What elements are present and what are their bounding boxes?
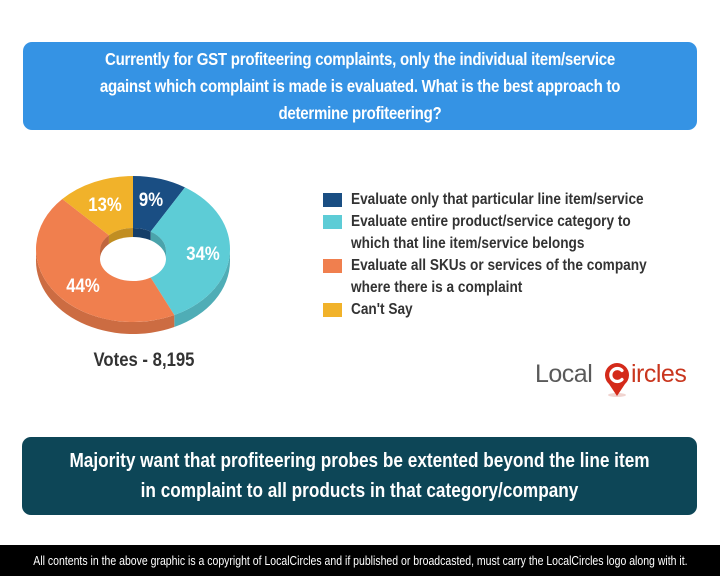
logo-text-local: Local xyxy=(535,360,593,388)
localcircles-logo: Local ircles xyxy=(535,358,695,398)
slice-side xyxy=(36,249,175,334)
copyright-footer: All contents in the above graphic is a c… xyxy=(0,545,720,576)
summary-text: Majority want that profiteering probes b… xyxy=(69,450,650,502)
slice-label: 13% xyxy=(88,194,122,215)
legend-item: Can't Say xyxy=(323,299,703,321)
legend-label: Evaluate all SKUs or services of the com… xyxy=(351,257,647,296)
votes-count: Votes - 8,195 xyxy=(93,350,195,371)
chart-legend: Evaluate only that particular line item/… xyxy=(323,189,703,321)
pie-slice xyxy=(133,176,185,232)
legend-label: Evaluate only that particular line item/… xyxy=(351,191,644,208)
location-pin-icon xyxy=(605,363,629,397)
legend-swatch-icon xyxy=(323,303,342,317)
legend-item: Evaluate only that particular line item/… xyxy=(323,189,703,211)
legend-label: Evaluate entire product/service category… xyxy=(351,213,631,252)
pie-slices xyxy=(36,176,230,334)
legend-label: Can't Say xyxy=(351,301,413,318)
pie-slice xyxy=(62,176,134,236)
pie-slice xyxy=(147,187,230,316)
legend-swatch-icon xyxy=(323,193,342,207)
slice-label: 44% xyxy=(66,275,100,296)
question-banner: Currently for GST profiteering complaint… xyxy=(23,42,697,130)
legend-swatch-icon xyxy=(323,215,342,229)
pie-labels: 9% 34% 44% 13% xyxy=(66,189,220,296)
logo-text-ircles: ircles xyxy=(631,360,687,388)
question-text: Currently for GST profiteering complaint… xyxy=(99,48,621,123)
legend-swatch-icon xyxy=(323,259,342,273)
slice-side xyxy=(174,249,230,328)
donut-hole xyxy=(100,237,166,281)
slice-label: 34% xyxy=(186,243,220,264)
slice-label: 9% xyxy=(139,189,163,210)
pie-slice xyxy=(36,199,175,322)
copyright-text: All contents in the above graphic is a c… xyxy=(32,553,688,568)
summary-banner: Majority want that profiteering probes b… xyxy=(22,437,697,515)
legend-item: Evaluate all SKUs or services of the com… xyxy=(323,255,703,299)
donut-chart: 9% 34% 44% 13% xyxy=(36,176,230,334)
legend-item: Evaluate entire product/service category… xyxy=(323,211,703,255)
